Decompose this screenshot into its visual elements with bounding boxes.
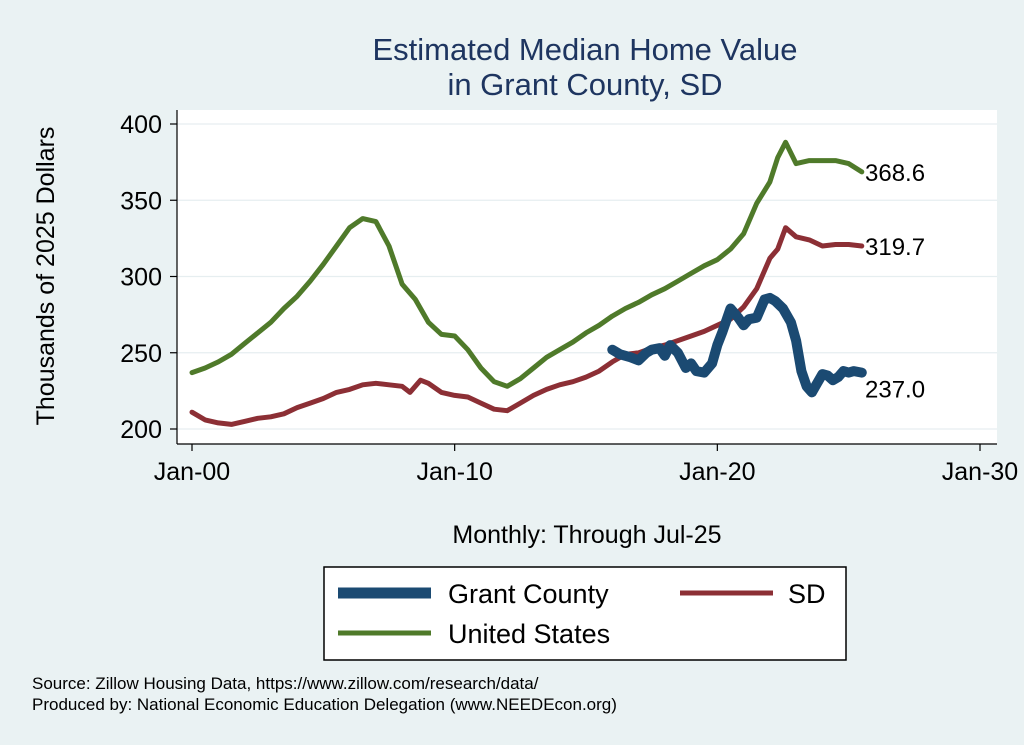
- x-tick-label: Jan-00: [154, 458, 230, 486]
- series-united-states: [189, 139, 865, 389]
- x-tick-label: Jan-30: [942, 458, 1018, 486]
- chart-title: Estimated Median Home Value: [372, 32, 797, 67]
- y-tick-label: 250: [120, 340, 162, 368]
- y-tick-label: 350: [120, 187, 162, 215]
- legend-label-united-states: United States: [448, 619, 610, 649]
- x-axis-ticks: Jan-00 Jan-10 Jan-20 Jan-30: [154, 444, 1018, 486]
- x-axis-title: Monthly: Through Jul-25: [452, 521, 721, 549]
- legend-box: [323, 566, 847, 661]
- y-tick-label: 200: [120, 416, 162, 444]
- y-axis-title: Thousands of 2025 Dollars: [32, 127, 60, 426]
- y-tick-label: 400: [120, 111, 162, 139]
- series-sd: [189, 225, 865, 427]
- series-grant-county: [607, 292, 867, 398]
- end-label-united-states: 368.6: [865, 160, 925, 187]
- legend-label-sd: SD: [788, 579, 826, 609]
- source-note: Source: Zillow Housing Data, https://www…: [32, 674, 539, 693]
- chart-subtitle: in Grant County, SD: [447, 67, 722, 102]
- end-label-grant-county: 237.0: [865, 377, 925, 404]
- x-tick-label: Jan-10: [416, 458, 492, 486]
- y-tick-label: 300: [120, 264, 162, 292]
- legend-label-grant-county: Grant County: [448, 579, 609, 609]
- producer-note: Produced by: National Economic Education…: [32, 695, 617, 714]
- end-label-sd: 319.7: [865, 234, 925, 261]
- y-axis-ticks: 200 250 300 350 400: [120, 111, 177, 444]
- legend: Grant County SD United States: [323, 566, 847, 661]
- x-tick-label: Jan-20: [679, 458, 755, 486]
- series-layer: [189, 139, 867, 427]
